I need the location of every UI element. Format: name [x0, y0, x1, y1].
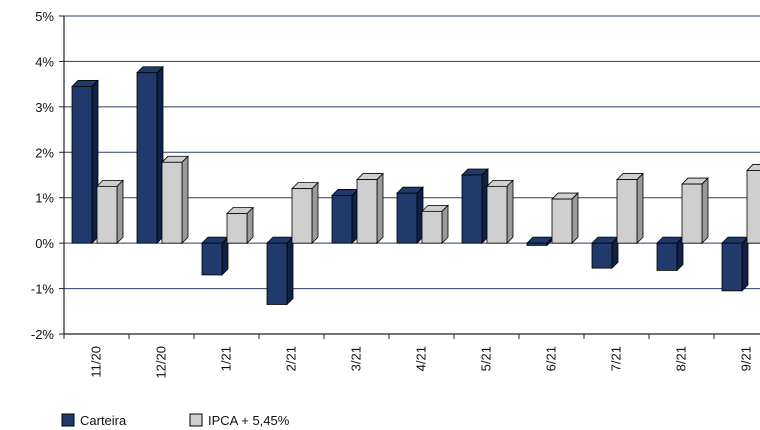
bar-carteira: [396, 192, 418, 244]
bar-ipca: [96, 185, 118, 244]
y-tick-label: 5%: [35, 9, 54, 24]
y-tick-label: 2%: [35, 145, 54, 160]
bars: [71, 65, 760, 306]
y-tick-label: -2%: [31, 327, 55, 342]
bar-ipca-side: [311, 181, 319, 245]
x-tick-label: 1/21: [219, 346, 234, 371]
bar-ipca: [681, 183, 703, 244]
bar-ipca-side: [571, 192, 579, 245]
gridlines: [64, 15, 760, 290]
bar-ipca: [356, 179, 378, 244]
y-tick-label: 4%: [35, 54, 54, 69]
bar-carteira: [331, 195, 353, 244]
bar-carteira: [591, 242, 613, 269]
bar-ipca-side: [181, 155, 189, 245]
bar-ipca-side: [636, 172, 644, 245]
bar-ipca-side: [376, 172, 384, 245]
bar-ipca: [226, 213, 248, 244]
bar-ipca-top: [746, 164, 760, 171]
bar-ipca: [291, 188, 313, 244]
x-tick-label: 5/21: [479, 346, 494, 371]
bar-carteira: [201, 242, 223, 276]
bar-carteira-side: [286, 236, 294, 306]
x-tick-label: 9/21: [739, 346, 754, 371]
x-tick-label: 2/21: [284, 346, 299, 371]
bar-carteira: [526, 242, 548, 246]
bar-ipca: [161, 161, 183, 244]
bar-ipca-side: [701, 177, 709, 245]
legend-label-ipca: IPCA + 5,45%: [208, 413, 290, 428]
axes: -2% -1% 0% 1% 2% 3% 4% 5% 11/20 12/20 1/21 2/21 3/21…: [31, 9, 760, 379]
y-tick-label: -1%: [31, 282, 55, 297]
bar-ipca-side: [441, 204, 449, 245]
bar-carteira-side: [741, 236, 749, 292]
legend: Carteira IPCA + 5,45%: [61, 413, 290, 428]
bar-ipca: [746, 170, 760, 244]
x-tick-label: 8/21: [674, 346, 689, 371]
bar-carteira: [266, 242, 288, 305]
y-tick-label: 1%: [35, 191, 54, 206]
legend-swatch-carteira: [61, 413, 75, 427]
x-tick-label: 11/20: [89, 346, 104, 378]
y-tick-label: 0%: [35, 236, 54, 251]
legend-label-carteira: Carteira: [80, 413, 127, 428]
bar-ipca: [486, 185, 508, 244]
x-tick-label: 6/21: [544, 346, 559, 371]
bar-ipca: [551, 198, 573, 244]
bar-ipca-side: [116, 179, 124, 245]
x-tick-label: 12/20: [154, 346, 169, 379]
bar-carteira: [656, 242, 678, 271]
x-tick-label: 3/21: [349, 346, 364, 371]
x-tick-label: 7/21: [609, 346, 624, 371]
bar-carteira: [136, 72, 158, 244]
y-tick-label: 3%: [35, 100, 54, 115]
bar-ipca-side: [246, 206, 254, 245]
bar-carteira: [721, 242, 743, 292]
legend-swatch-ipca: [189, 413, 203, 427]
bar-ipca: [421, 210, 443, 244]
bar-ipca: [616, 179, 638, 244]
x-tick-label: 4/21: [414, 346, 429, 371]
bar-carteira: [461, 174, 483, 244]
bar-ipca-side: [506, 179, 514, 245]
bar-carteira: [71, 86, 93, 244]
